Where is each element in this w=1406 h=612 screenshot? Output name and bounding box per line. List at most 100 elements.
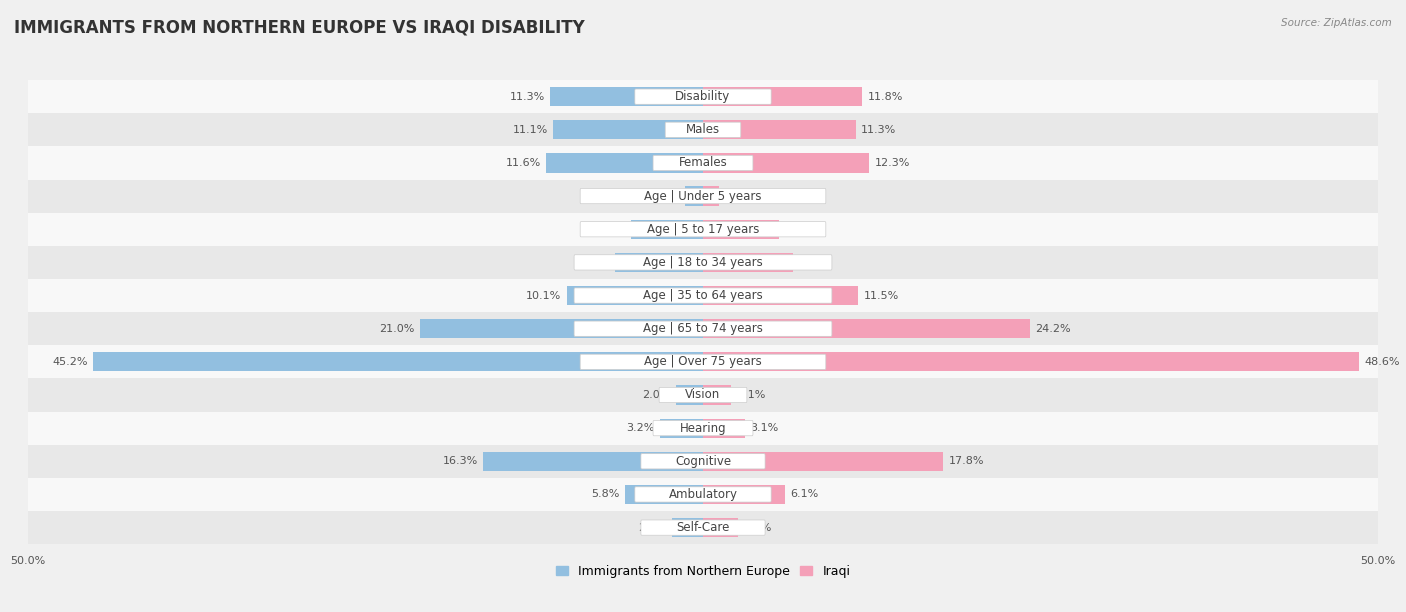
Bar (419, 319, 703, 338)
Bar (28, 212, 1378, 246)
Text: 3.1%: 3.1% (751, 423, 779, 433)
FancyBboxPatch shape (581, 188, 825, 204)
Text: 11.6%: 11.6% (506, 158, 541, 168)
Bar (28, 312, 1378, 345)
FancyBboxPatch shape (636, 89, 770, 104)
Text: 2.0%: 2.0% (643, 390, 671, 400)
Text: 6.7%: 6.7% (799, 258, 827, 267)
Bar (28, 80, 1378, 113)
FancyBboxPatch shape (636, 487, 770, 502)
Text: 24.2%: 24.2% (1035, 324, 1070, 334)
Bar (624, 485, 703, 504)
Text: 17.8%: 17.8% (949, 457, 984, 466)
FancyBboxPatch shape (581, 222, 825, 237)
Bar (631, 220, 703, 239)
Text: Age | Over 75 years: Age | Over 75 years (644, 356, 762, 368)
FancyBboxPatch shape (665, 122, 741, 138)
Bar (28, 411, 1378, 445)
Bar (28, 478, 1378, 511)
Text: 1.3%: 1.3% (652, 191, 681, 201)
Text: 12.3%: 12.3% (875, 158, 910, 168)
Text: 48.6%: 48.6% (1364, 357, 1400, 367)
Bar (28, 113, 1378, 146)
FancyBboxPatch shape (641, 453, 765, 469)
Text: 11.5%: 11.5% (863, 291, 898, 300)
Text: Cognitive: Cognitive (675, 455, 731, 468)
Bar (28, 345, 1378, 378)
Legend: Immigrants from Northern Europe, Iraqi: Immigrants from Northern Europe, Iraqi (551, 560, 855, 583)
Text: 6.1%: 6.1% (790, 490, 818, 499)
FancyBboxPatch shape (574, 288, 832, 303)
Bar (28, 445, 1378, 478)
Bar (553, 120, 703, 140)
Text: 5.3%: 5.3% (598, 224, 626, 234)
Bar (567, 286, 703, 305)
Bar (703, 419, 745, 438)
Bar (703, 386, 731, 405)
Text: Age | 5 to 17 years: Age | 5 to 17 years (647, 223, 759, 236)
Bar (28, 378, 1378, 411)
Text: 11.8%: 11.8% (868, 92, 903, 102)
Text: 45.2%: 45.2% (52, 357, 87, 367)
FancyBboxPatch shape (574, 255, 832, 270)
Bar (703, 353, 1360, 371)
Text: 3.2%: 3.2% (626, 423, 654, 433)
Text: Ambulatory: Ambulatory (668, 488, 738, 501)
Bar (703, 154, 869, 173)
Text: 6.5%: 6.5% (582, 258, 610, 267)
Bar (28, 279, 1378, 312)
Text: 5.6%: 5.6% (785, 224, 813, 234)
Text: Hearing: Hearing (679, 422, 727, 435)
Text: 2.3%: 2.3% (638, 523, 666, 532)
Bar (676, 386, 703, 405)
Text: 5.8%: 5.8% (591, 490, 619, 499)
Bar (703, 87, 862, 106)
Bar (672, 518, 703, 537)
FancyBboxPatch shape (641, 520, 765, 536)
Bar (28, 179, 1378, 212)
Text: Source: ZipAtlas.com: Source: ZipAtlas.com (1281, 18, 1392, 28)
Text: Age | 65 to 74 years: Age | 65 to 74 years (643, 322, 763, 335)
Bar (703, 220, 779, 239)
Text: Age | Under 5 years: Age | Under 5 years (644, 190, 762, 203)
Text: 11.3%: 11.3% (510, 92, 546, 102)
FancyBboxPatch shape (652, 420, 754, 436)
Bar (703, 120, 855, 140)
Text: Vision: Vision (685, 389, 721, 401)
Text: Disability: Disability (675, 90, 731, 103)
Bar (616, 253, 703, 272)
Bar (703, 286, 858, 305)
Bar (547, 154, 703, 173)
Bar (703, 319, 1029, 338)
Text: Self-Care: Self-Care (676, 521, 730, 534)
Text: Age | 35 to 64 years: Age | 35 to 64 years (643, 289, 763, 302)
Text: 11.3%: 11.3% (860, 125, 896, 135)
Text: 2.1%: 2.1% (737, 390, 765, 400)
Bar (659, 419, 703, 438)
Text: 16.3%: 16.3% (443, 457, 478, 466)
Text: Females: Females (679, 157, 727, 170)
Text: IMMIGRANTS FROM NORTHERN EUROPE VS IRAQI DISABILITY: IMMIGRANTS FROM NORTHERN EUROPE VS IRAQI… (14, 18, 585, 36)
Bar (484, 452, 703, 471)
Bar (703, 452, 943, 471)
Bar (28, 146, 1378, 179)
Bar (703, 187, 720, 206)
Bar (686, 187, 703, 206)
FancyBboxPatch shape (581, 354, 825, 370)
Text: Males: Males (686, 123, 720, 136)
Text: 1.2%: 1.2% (724, 191, 754, 201)
Bar (703, 485, 786, 504)
Text: Age | 18 to 34 years: Age | 18 to 34 years (643, 256, 763, 269)
Bar (703, 253, 793, 272)
Bar (28, 246, 1378, 279)
Text: 2.6%: 2.6% (744, 523, 772, 532)
FancyBboxPatch shape (652, 155, 754, 171)
Bar (551, 87, 703, 106)
FancyBboxPatch shape (659, 387, 747, 403)
Bar (93, 353, 703, 371)
FancyBboxPatch shape (574, 321, 832, 337)
Bar (703, 518, 738, 537)
Text: 21.0%: 21.0% (378, 324, 415, 334)
Text: 11.1%: 11.1% (513, 125, 548, 135)
Text: 10.1%: 10.1% (526, 291, 561, 300)
